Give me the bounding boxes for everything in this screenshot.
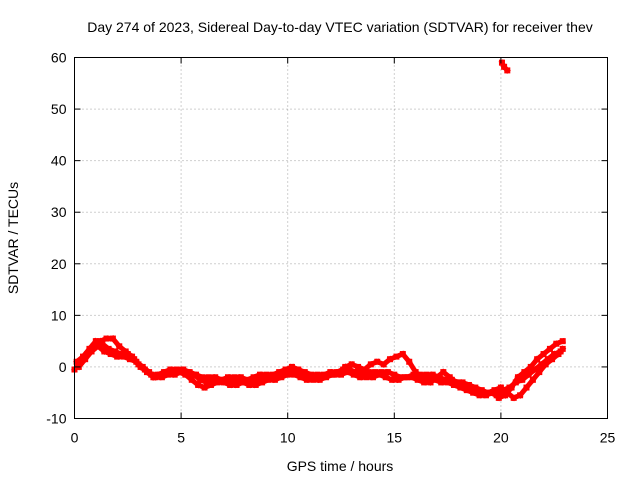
y-tick-label: 40 [51,153,67,169]
x-tick-label: 0 [71,430,79,446]
y-tick-label: 0 [59,359,67,375]
x-tick-label: 10 [280,430,296,446]
y-axis-label: SDTVAR / TECUs [5,182,21,294]
y-tick-label: 50 [51,101,67,117]
y-tick-label: 30 [51,204,67,220]
x-tick-label: 5 [177,430,185,446]
data-points [70,59,567,402]
y-tick-label: 10 [51,307,67,323]
chart-title: Day 274 of 2023, Sidereal Day-to-day VTE… [87,19,593,35]
axis-ticks: 0 5 10 15 20 25 -10 0 10 20 30 40 50 60 [46,50,615,446]
data-trace-segment [554,345,567,358]
x-tick-label: 25 [600,430,616,446]
x-tick-label: 15 [387,430,403,446]
y-tick-label: 60 [51,50,67,66]
grid-lines [74,57,608,419]
data-trace-segment [553,337,566,347]
x-axis-label: GPS time / hours [287,458,394,474]
x-tick-label: 20 [493,430,509,446]
y-tick-label: -10 [46,411,66,427]
data-trace-segment [500,63,511,74]
plot-frame [74,57,608,419]
y-tick-label: 20 [51,256,67,272]
